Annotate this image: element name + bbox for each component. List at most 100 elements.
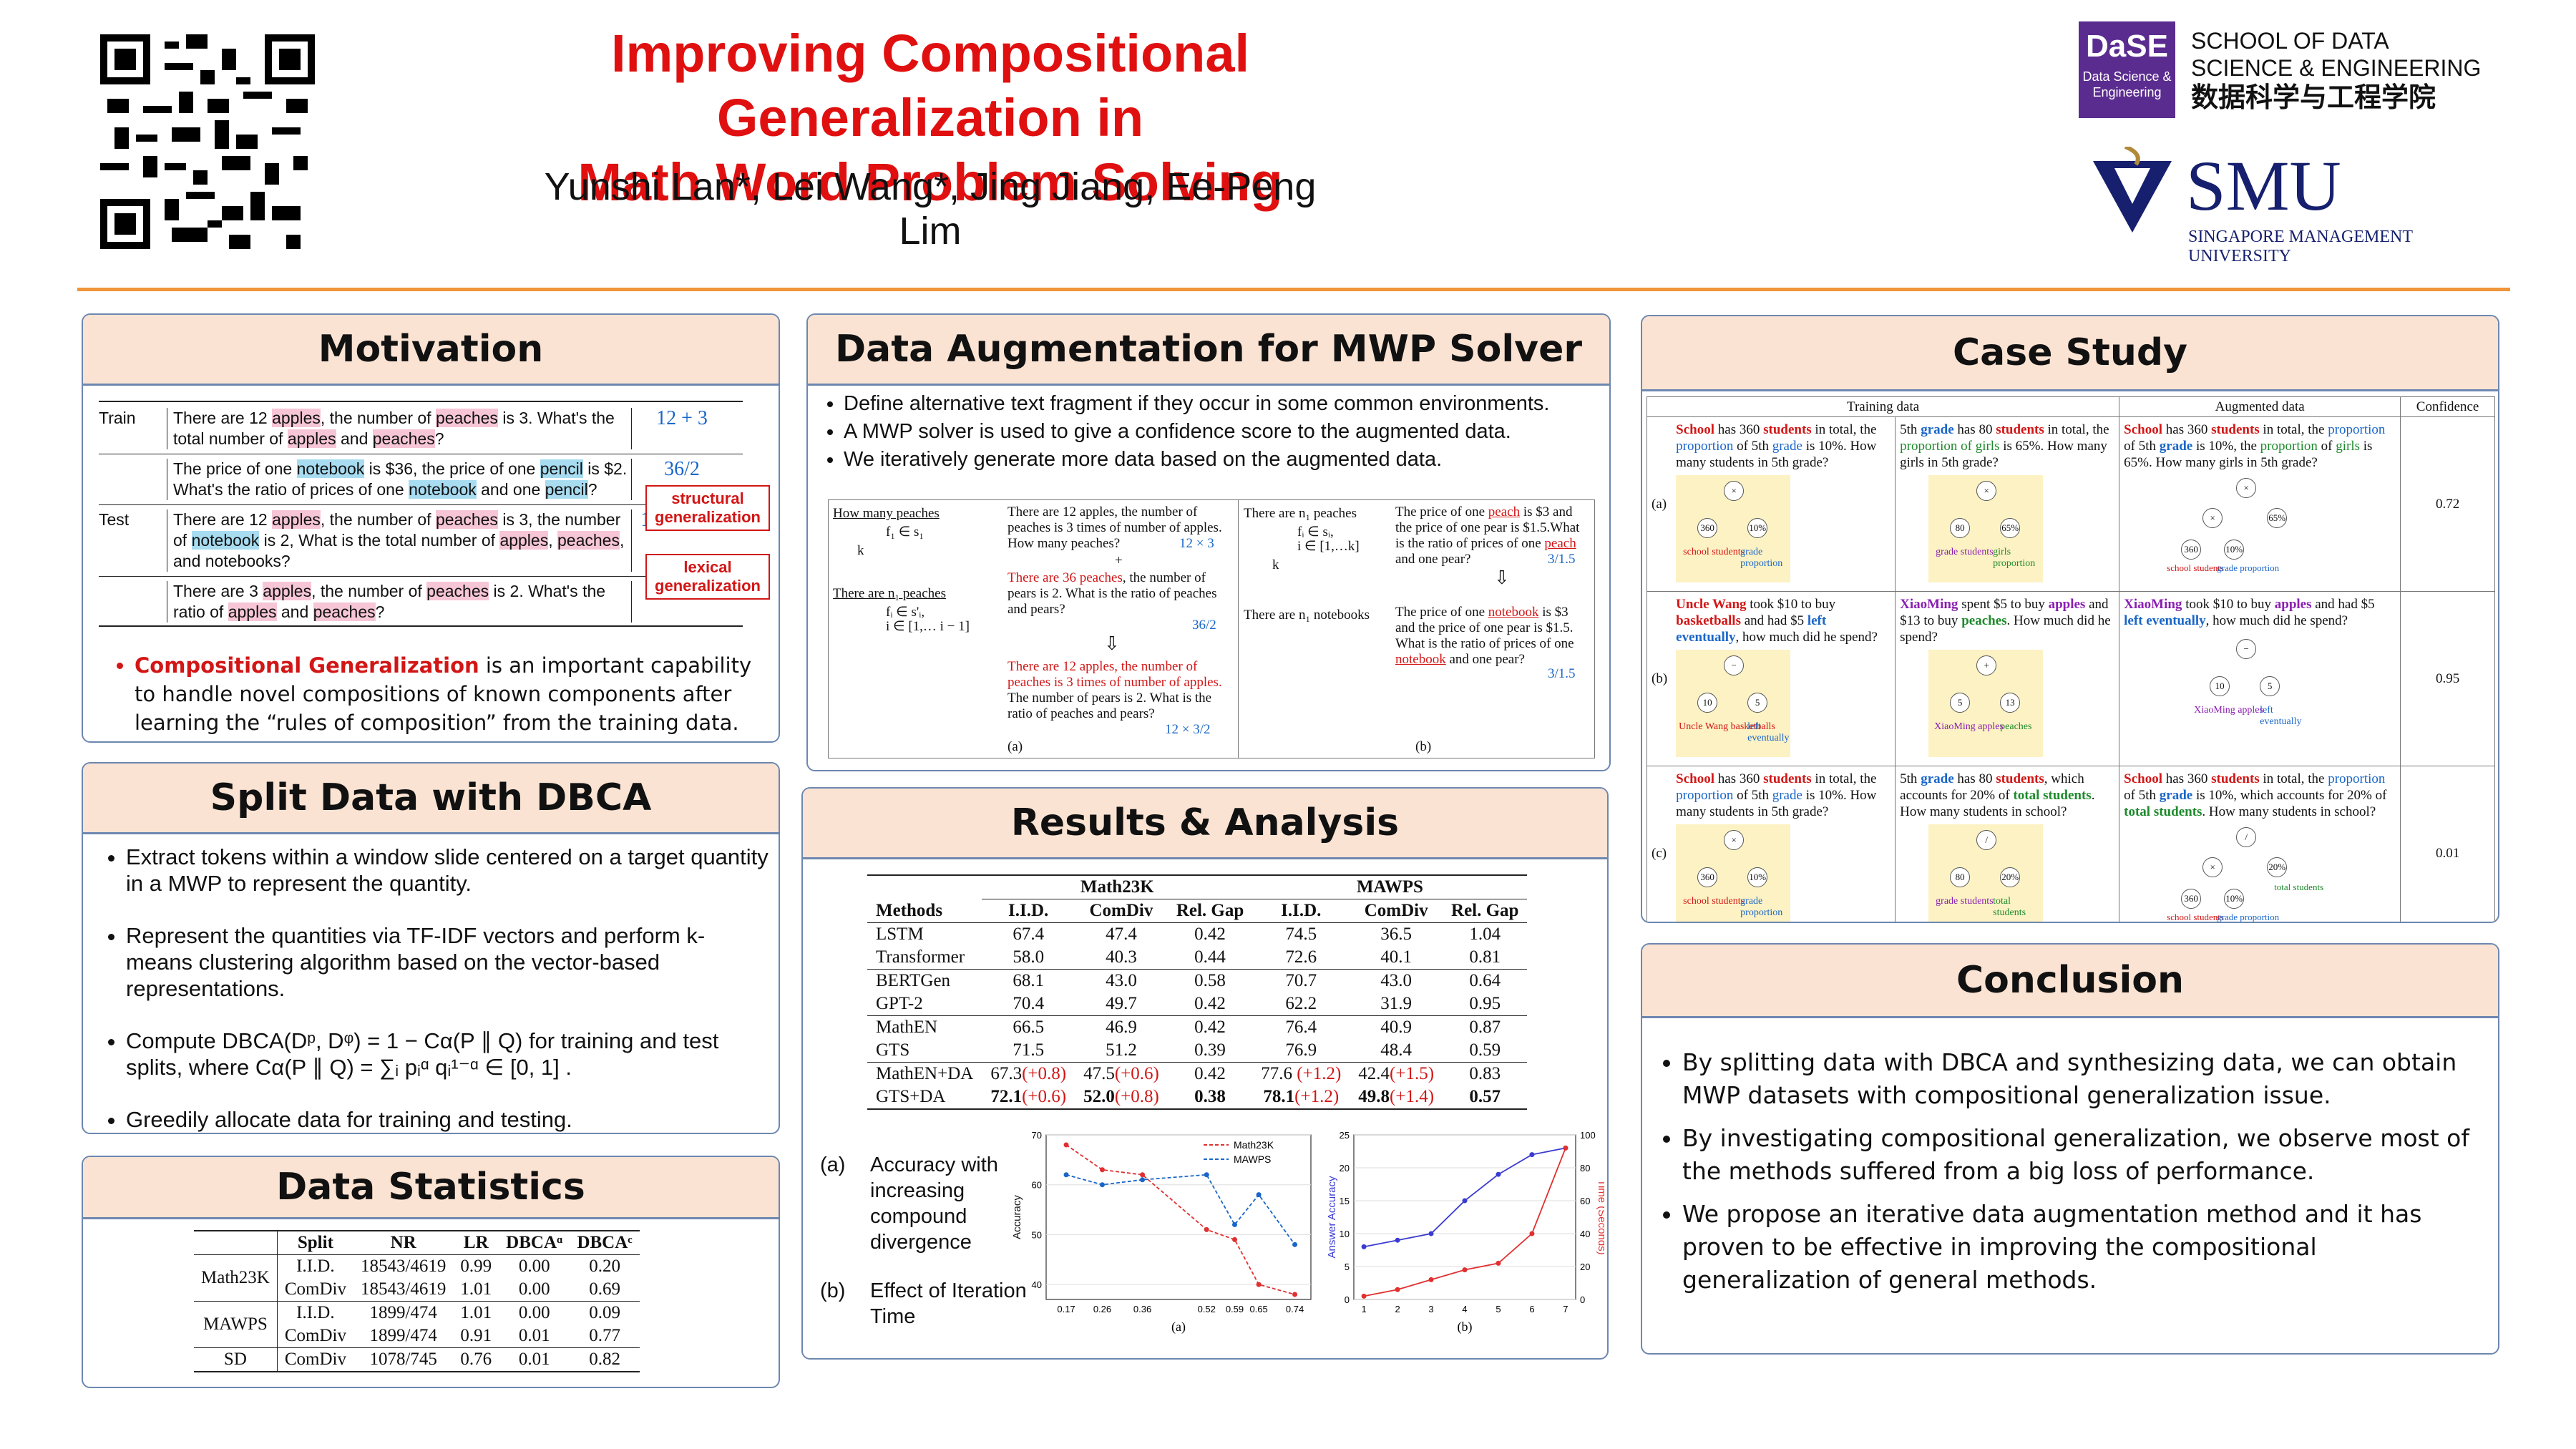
split-panel: Split Data with DBCA Extract tokens with… <box>82 762 780 1134</box>
y-tick-label: 70 <box>1032 1130 1042 1141</box>
x-tick-label: 4 <box>1462 1304 1467 1314</box>
results-table: Math23K MAWPS Methods I.I.D. ComDiv Rel. Gap… <box>867 874 1528 1110</box>
x-tick-label: 0.52 <box>1198 1304 1216 1314</box>
data-point <box>1063 1172 1069 1178</box>
results-caption-b: (b) Effect of Iteration Time <box>820 1279 1027 1328</box>
smu-logo-text: SMU <box>2186 146 2341 225</box>
y-tick-label: 60 <box>1032 1180 1042 1191</box>
data-point <box>1496 1260 1501 1266</box>
data-point <box>1395 1287 1400 1292</box>
motivation-title: Motivation <box>83 315 779 386</box>
series-line <box>1363 1147 1566 1248</box>
smu-subtitle: SINGAPORE MANAGEMENT UNIVERSITY <box>2188 228 2414 265</box>
x-tick-label: 6 <box>1529 1304 1534 1314</box>
data-point <box>1462 1267 1468 1273</box>
legend-label: MAWPS <box>1234 1153 1271 1165</box>
data-point <box>1361 1293 1367 1299</box>
data-point <box>1292 1241 1298 1247</box>
data-point <box>1428 1231 1434 1236</box>
legend-label: Math23K <box>1234 1139 1274 1151</box>
data-point <box>1099 1167 1105 1173</box>
x-tick-label: 0.74 <box>1286 1304 1304 1314</box>
data-point <box>1140 1177 1146 1183</box>
x-tick-label: 0.26 <box>1093 1304 1111 1314</box>
y-axis-label: Answer Accuracy <box>1326 1176 1338 1259</box>
x-tick-label: 0.65 <box>1249 1304 1267 1314</box>
data-point <box>1231 1221 1237 1227</box>
data-statistics-panel: Data Statistics Split NR LR DBCAᵅ DBCAᶜ Math… <box>82 1156 780 1388</box>
motivation-bullet: Compositional Generalization is an impor… <box>99 651 764 741</box>
data-point <box>1256 1192 1262 1198</box>
data-point <box>1204 1172 1209 1178</box>
data-point <box>1462 1198 1468 1204</box>
augmentation-title: Data Augmentation for MWP Solver <box>808 315 1609 386</box>
y-tick-label: 20 <box>1340 1163 1350 1174</box>
authors: Yunshi Lan*, Lei Wang*, Jing Jiang, Ee-P… <box>544 165 1317 253</box>
data-statistics-title: Data Statistics <box>83 1157 779 1219</box>
case-study-panel: Case Study Training data Augmented data Co… <box>1641 315 2499 923</box>
x-tick-label: 0.36 <box>1133 1304 1151 1314</box>
y-tick-label: 40 <box>1032 1279 1042 1290</box>
chart-caption: (a) <box>1171 1319 1186 1335</box>
data-point <box>1563 1145 1568 1151</box>
x-tick-label: 0.17 <box>1057 1304 1075 1314</box>
split-bullet-4: Greedily allocate data for training and … <box>126 1106 770 1133</box>
case-study-table: Training data Augmented data Confidence (a… <box>1646 396 2495 922</box>
results-panel: Results & Analysis Math23K MAWPS Methods I… <box>801 787 1609 1360</box>
y2-tick-label: 60 <box>1580 1196 1590 1206</box>
split-bullets: Extract tokens within a window slide cen… <box>90 844 770 1133</box>
smu-shield-icon <box>2086 145 2179 258</box>
conclusion-title: Conclusion <box>1642 945 2498 1018</box>
augmentation-bullets: Define alternative text fragment if they… <box>812 392 1606 486</box>
split-bullet-1: Extract tokens within a window slide cen… <box>126 844 770 897</box>
split-bullet-3: Compute DBCA(Dᵖ, Dᵠ) = 1 − Cα(P ∥ Q) for… <box>126 1028 770 1080</box>
x-tick-label: 2 <box>1395 1304 1400 1314</box>
x-tick-label: 3 <box>1428 1304 1433 1314</box>
y-tick-label: 5 <box>1345 1262 1350 1272</box>
conclusion-panel: Conclusion By splitting data with DBCA a… <box>1641 943 2499 1355</box>
data-point <box>1231 1236 1237 1242</box>
results-caption-a: (a) Accuracy with increasing compound div… <box>820 1153 998 1254</box>
y-axis-label: Accuracy <box>1011 1195 1023 1239</box>
series-line <box>1065 1144 1295 1295</box>
qr-code <box>100 34 315 249</box>
conclusion-bullets: By splitting data with DBCA and synthesi… <box>1649 1046 2487 1311</box>
data-point <box>1529 1231 1535 1236</box>
x-tick-label: 5 <box>1496 1304 1501 1314</box>
y-tick-label: 15 <box>1340 1196 1350 1206</box>
series-line <box>1363 1148 1566 1297</box>
y-tick-label: 0 <box>1345 1294 1350 1305</box>
results-title: Results & Analysis <box>803 789 1607 859</box>
split-bullet-2: Represent the quantities via TF-IDF vect… <box>126 922 770 1002</box>
y2-tick-label: 0 <box>1580 1294 1585 1305</box>
data-point <box>1361 1244 1367 1249</box>
plot-frame <box>1045 1134 1312 1300</box>
motivation-example-table: Train There are 12 apples, the number of… <box>99 401 743 627</box>
y2-axis-label: Time (Seconds) <box>1596 1179 1604 1254</box>
chart-b: 0 5 10 15 20 25 0 20 40 60 80 100 1 2 3 4 5 6 7 Answer Accu… <box>1326 1130 1604 1335</box>
y2-tick-label: 100 <box>1580 1130 1596 1141</box>
augmentation-panel: Data Augmentation for MWP Solver Define … <box>806 313 1611 771</box>
data-point <box>1428 1277 1434 1282</box>
data-point <box>1292 1292 1298 1297</box>
split-title: Split Data with DBCA <box>83 763 779 834</box>
x-tick-label: 7 <box>1563 1304 1568 1314</box>
lexical-generalization-tag: lexical generalization <box>645 554 770 600</box>
y2-tick-label: 80 <box>1580 1163 1590 1174</box>
header-divider <box>77 288 2510 291</box>
poster-title: Improving Compositional Generalization i… <box>577 24 1283 212</box>
motivation-panel: Motivation Train There are 12 apples, th… <box>82 313 780 743</box>
structural-generalization-tag: structural generalization <box>645 485 770 531</box>
chart-a: 40 50 60 70 0.17 0.26 0.36 0.52 0.59 0.65 0.74 Accu… <box>1011 1130 1312 1335</box>
dase-logo: DaSE Data Science & Engineering <box>2079 21 2175 118</box>
y-tick-label: 10 <box>1340 1229 1350 1239</box>
augmentation-figure: How many peaches f₁ ∈ s₁ k There are n₁ … <box>828 499 1595 758</box>
data-statistics-table: Split NR LR DBCAᵅ DBCAᶜ Math23K I.I.D. 18543/4… <box>194 1230 640 1372</box>
y2-tick-label: 40 <box>1580 1229 1590 1239</box>
data-point <box>1204 1226 1209 1232</box>
x-tick-label: 0.59 <box>1226 1304 1244 1314</box>
data-point <box>1140 1172 1146 1178</box>
data-point <box>1395 1237 1400 1243</box>
chart-caption: (b) <box>1458 1319 1473 1335</box>
y2-tick-label: 20 <box>1580 1262 1590 1272</box>
